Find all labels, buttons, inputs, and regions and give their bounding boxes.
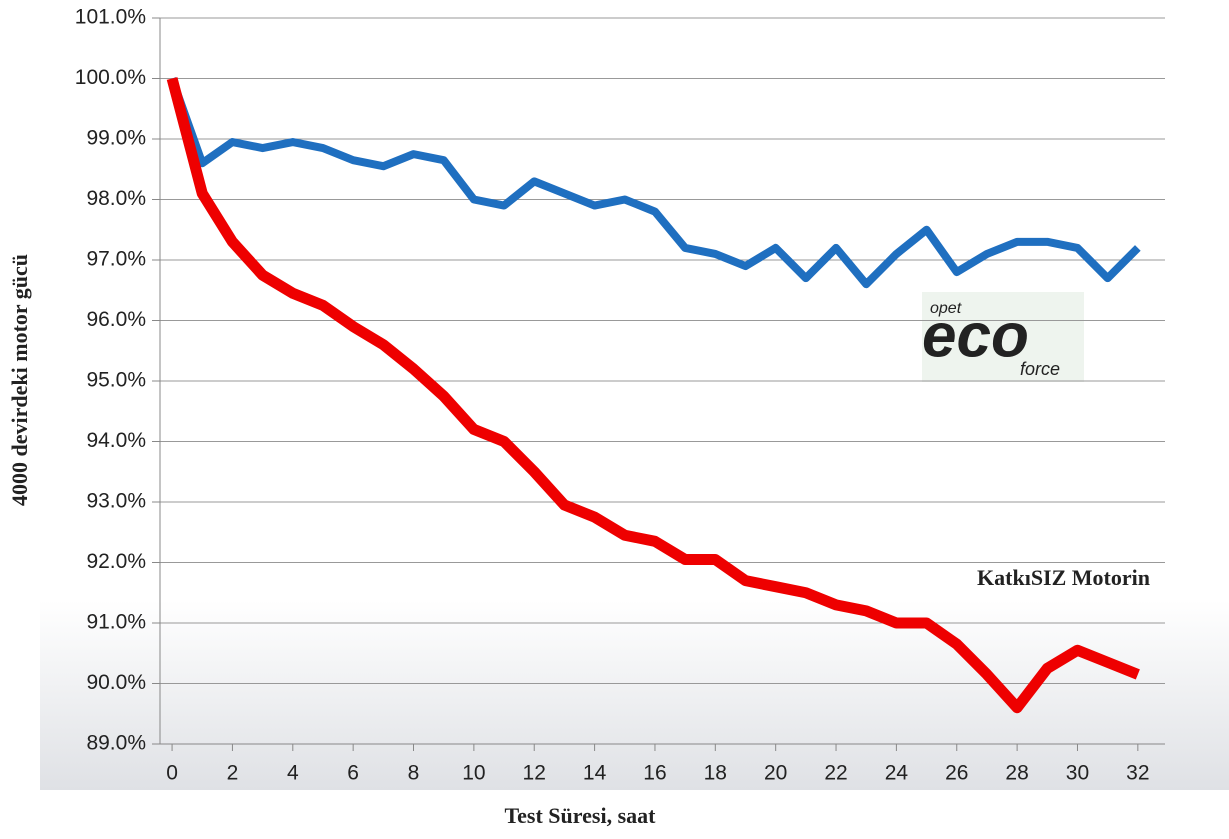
y-tick-label: 98.0% (86, 187, 146, 210)
logo-sub: force (1020, 359, 1060, 379)
x-tick-label: 12 (523, 762, 546, 785)
logo-box (922, 292, 1084, 382)
y-tick-label: 90.0% (86, 671, 146, 694)
x-tick-label: 26 (945, 762, 968, 785)
x-tick-label: 8 (408, 762, 420, 785)
x-tick-label: 4 (287, 762, 299, 785)
x-tick-label: 32 (1126, 762, 1149, 785)
y-tick-label: 89.0% (86, 732, 146, 755)
x-tick-label: 14 (583, 762, 607, 785)
y-tick-label: 93.0% (86, 490, 146, 513)
x-tick-label: 30 (1066, 762, 1089, 785)
y-tick-label: 97.0% (86, 248, 146, 271)
series-line (166, 77, 1140, 714)
x-tick-label: 18 (704, 762, 727, 785)
x-axis-title: Test Süresi, saat (505, 803, 657, 828)
x-tick-label: 10 (462, 762, 485, 785)
y-tick-label: 91.0% (86, 611, 146, 634)
background (40, 600, 1229, 790)
x-tick-label: 6 (347, 762, 359, 785)
x-tick-label: 22 (824, 762, 847, 785)
series-label: KatkıSIZ Motorin (977, 565, 1150, 590)
series-line (168, 77, 1141, 289)
x-tick-label: 0 (166, 762, 178, 785)
y-tick-label: 94.0% (86, 429, 146, 452)
y-tick-label: 101.0% (75, 6, 146, 29)
x-tick-label: 28 (1005, 762, 1028, 785)
y-tick-label: 99.0% (86, 127, 146, 150)
x-tick-label: 20 (764, 762, 787, 785)
logo-main: eco (922, 301, 1029, 370)
x-tick-label: 24 (885, 762, 909, 785)
y-axis-title: 4000 devirdeki motor gücü (7, 254, 32, 506)
logo: opet eco force (922, 292, 1084, 382)
y-tick-label: 96.0% (86, 308, 146, 331)
logo-brand: opet (930, 300, 962, 317)
y-tick-label: 92.0% (86, 550, 146, 573)
y-tick-label: 100.0% (75, 66, 146, 89)
x-tick-label: 2 (227, 762, 239, 785)
y-tick-label: 95.0% (86, 369, 146, 392)
x-tick-label: 16 (643, 762, 666, 785)
